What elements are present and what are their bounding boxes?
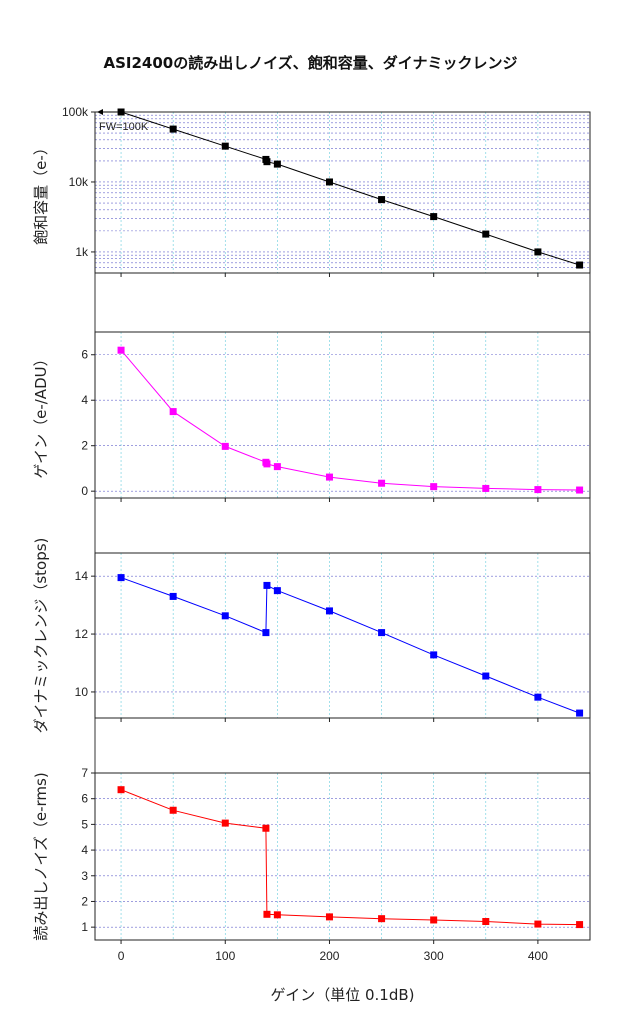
x-tick-label: 400 <box>528 949 548 963</box>
x-tick-label: 0 <box>118 949 125 963</box>
data-point <box>576 709 584 717</box>
y-tick-label: 4 <box>81 393 88 407</box>
data-point <box>221 819 229 827</box>
y-axis-label: ゲイン（e-/ADU） <box>32 351 50 478</box>
x-tick-label: 200 <box>319 949 339 963</box>
panel-gap-frame <box>94 497 591 554</box>
data-point <box>169 806 177 814</box>
data-point <box>482 918 490 926</box>
data-point <box>378 915 386 923</box>
data-point <box>117 786 125 794</box>
panel-gain: 0 2 4 6 ゲイン（e-/ADU） <box>32 331 591 502</box>
y-axis-label: ダイナミックレンジ（stops) <box>32 538 50 734</box>
data-point <box>576 486 584 494</box>
y-tick-label: 7 <box>81 766 88 780</box>
data-point <box>482 672 490 680</box>
data-point <box>534 693 542 701</box>
series-line-dynamic_range <box>120 577 580 714</box>
y-tick-label: 3 <box>81 869 88 883</box>
data-point <box>262 629 270 637</box>
data-point <box>325 913 333 921</box>
data-point <box>221 142 229 150</box>
y-tick-label: 0 <box>81 484 88 498</box>
data-point <box>263 581 271 589</box>
panel-frame <box>94 331 591 499</box>
annotation-label: FW=100K <box>99 121 149 133</box>
data-point <box>430 651 438 659</box>
data-point <box>262 824 270 832</box>
chart-title: ASI2400の読み出しノイズ、飽和容量、ダイナミックレンジ <box>103 54 518 72</box>
data-point <box>169 592 177 600</box>
series-line-gain <box>120 349 580 491</box>
data-point <box>430 916 438 924</box>
data-point <box>325 607 333 615</box>
data-point <box>576 261 584 269</box>
data-point <box>576 921 584 929</box>
data-point <box>534 248 542 256</box>
data-point <box>169 408 177 416</box>
x-tick-label: 100 <box>215 949 235 963</box>
y-tick-label: 6 <box>81 792 88 806</box>
data-point <box>430 213 438 221</box>
data-point <box>117 108 125 116</box>
data-point <box>117 346 125 354</box>
series-line-fullwell <box>120 111 580 266</box>
panel-dynamic_range: 10 12 14 ダイナミックレンジ（stops) <box>32 538 591 734</box>
y-tick-label: 6 <box>81 348 88 362</box>
panel-gap-frame <box>94 717 591 774</box>
data-point <box>273 160 281 168</box>
data-point <box>169 125 177 133</box>
y-axis-label: 飽和容量（e-） <box>32 140 50 245</box>
y-tick-label: 5 <box>81 817 88 831</box>
data-point <box>378 629 386 637</box>
y-tick-label: 1k <box>75 245 89 259</box>
y-tick-label: 10k <box>69 175 89 189</box>
panel-frame <box>94 552 591 719</box>
data-point <box>263 158 271 166</box>
panel-fullwell: 1k 10k 100k FW=100K 飽和容量（e-） <box>32 105 591 277</box>
data-point <box>263 910 271 918</box>
x-axis-label: ゲイン（単位 0.1dB) <box>271 986 415 1004</box>
x-tick-label: 300 <box>424 949 444 963</box>
panel-frame <box>94 772 591 941</box>
panel-read_noise: 1 2 3 4 5 6 7 読み出しノイズ（e-rms) <box>32 766 591 944</box>
data-point <box>117 574 125 582</box>
data-point <box>325 473 333 481</box>
y-tick-label: 10 <box>75 685 89 699</box>
y-tick-label: 2 <box>81 894 88 908</box>
data-point <box>221 612 229 620</box>
y-tick-label: 100k <box>62 105 89 119</box>
y-tick-label: 2 <box>81 439 88 453</box>
panel-frame <box>94 111 591 274</box>
panel-gap-frame <box>94 272 591 333</box>
data-point <box>273 911 281 919</box>
data-point <box>221 442 229 450</box>
arrow-head-icon <box>97 109 103 115</box>
data-point <box>430 483 438 491</box>
series-line-read_noise <box>120 789 580 926</box>
data-point <box>378 196 386 204</box>
data-point <box>534 920 542 928</box>
y-tick-label: 12 <box>75 627 89 641</box>
data-point <box>482 484 490 492</box>
y-axis-label: 読み出しノイズ（e-rms) <box>32 772 50 940</box>
data-point <box>534 486 542 494</box>
data-point <box>325 178 333 186</box>
data-point <box>273 587 281 595</box>
y-tick-label: 14 <box>75 569 89 583</box>
data-point <box>378 479 386 487</box>
y-tick-label: 4 <box>81 843 88 857</box>
y-tick-label: 1 <box>81 920 88 934</box>
data-point <box>263 460 271 468</box>
data-point <box>273 463 281 471</box>
data-point <box>482 230 490 238</box>
